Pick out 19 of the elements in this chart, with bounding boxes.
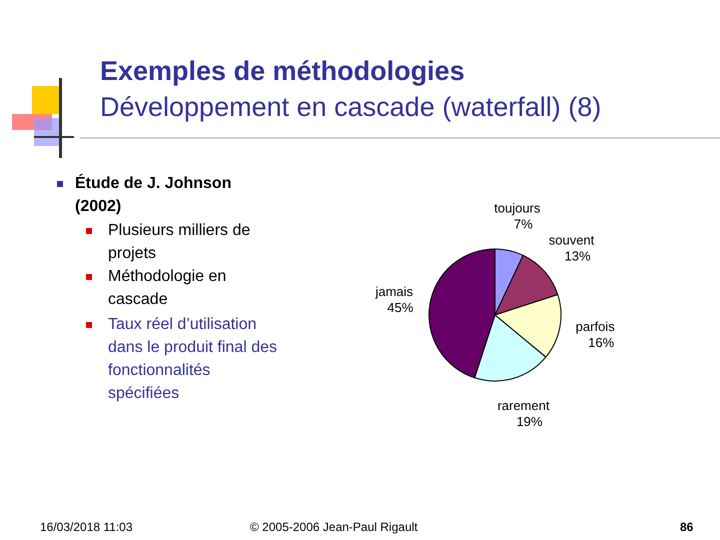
chart-title: Exemples de méthodologies (100, 55, 465, 88)
slice-label: parfois (576, 319, 616, 334)
data-label: 7% (514, 216, 534, 232)
slice-label: souvent (548, 232, 595, 248)
text: 86 (680, 520, 694, 534)
data-label: 19% (516, 414, 543, 429)
data-label: 16% (588, 335, 615, 350)
text: © 2005-2006 Jean-Paul Rigault (250, 520, 418, 534)
text: Taux réel d’utilisation dans le produit final des fonctionnalités spécifiées (108, 315, 278, 404)
data-label: 13% (564, 248, 591, 264)
chart-subtitle: Développement en cascade (waterfall) (8) (100, 91, 602, 124)
text: Étude de J. Johnson (2002) (75, 172, 232, 217)
text: Méthodologie en cascade (108, 267, 228, 310)
data-label: 45% (387, 300, 414, 316)
slice-label: toujours (494, 200, 541, 216)
slice-label: rarement (497, 398, 550, 413)
text: Plusieurs milliers de projets (108, 221, 252, 264)
text: 16/03/2018 11:03 (40, 520, 133, 534)
slice-label: jamais (374, 284, 414, 300)
